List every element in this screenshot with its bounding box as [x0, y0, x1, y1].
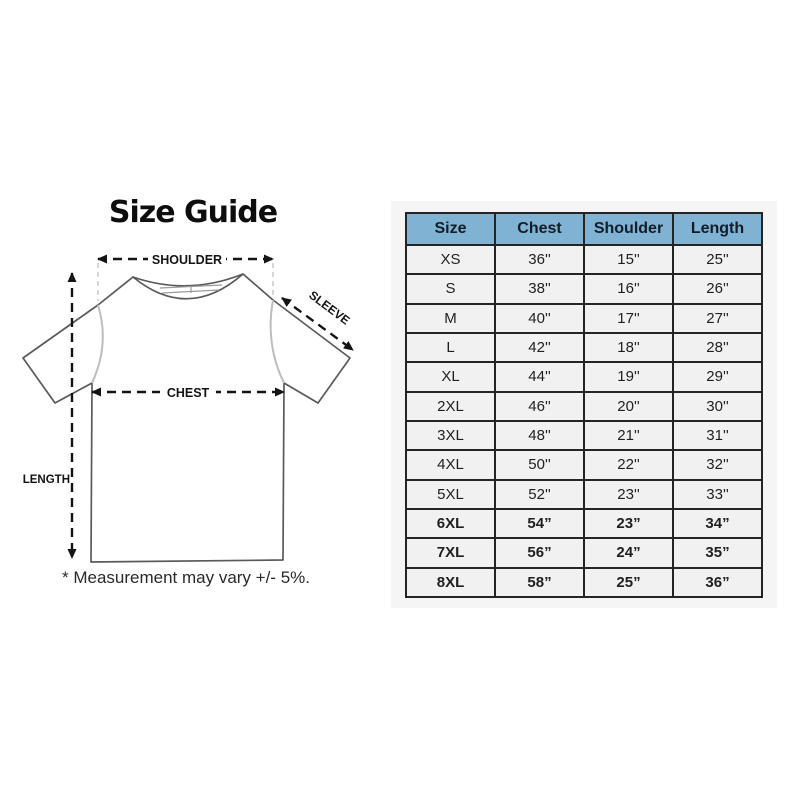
cell-chest: 44''	[494, 361, 585, 393]
cell-length: 33''	[672, 478, 763, 510]
shoulder-measure-label: SHOULDER	[152, 253, 222, 267]
cell-shoulder: 17''	[583, 302, 674, 334]
column-header-size: Size	[405, 212, 496, 246]
chest-measure-label: CHEST	[167, 386, 210, 400]
cell-chest: 40''	[494, 302, 585, 334]
column-header-shoulder: Shoulder	[583, 212, 674, 246]
collar-detail	[159, 284, 223, 294]
cell-length: 27''	[672, 302, 763, 334]
cell-chest: 48''	[494, 419, 585, 452]
table-row: L 42'' 18'' 28''	[405, 331, 763, 364]
table-row: M 40'' 17'' 27''	[405, 302, 763, 334]
cell-length: 31''	[672, 419, 763, 452]
cell-size: 6XL	[405, 507, 496, 540]
cell-chest: 38''	[494, 273, 585, 305]
cell-shoulder: 23”	[583, 507, 674, 540]
tshirt-outline	[22, 273, 351, 563]
table-row: 6XL 54” 23” 34”	[405, 507, 763, 540]
cell-length: 32''	[672, 449, 763, 481]
cell-length: 29''	[672, 361, 763, 393]
cell-size: 7XL	[405, 537, 496, 569]
cell-shoulder: 19''	[583, 361, 674, 393]
cell-size: L	[405, 331, 496, 364]
table-row: 4XL 50'' 22'' 32''	[405, 449, 763, 481]
size-table: Size Chest Shoulder Length XS 36'' 15'' 25'…	[405, 212, 763, 599]
cell-shoulder: 23''	[583, 478, 674, 510]
measurement-arrows	[67, 254, 354, 559]
header-row: Size Chest Shoulder Length	[405, 212, 763, 246]
cell-length: 36”	[672, 566, 763, 599]
cell-size: M	[405, 302, 496, 334]
length-measure-label: LENGTH	[23, 474, 70, 486]
cell-size: 4XL	[405, 449, 496, 481]
cell-size: 5XL	[405, 478, 496, 510]
cell-shoulder: 20''	[583, 390, 674, 422]
shoulder-guide-lines	[97, 263, 274, 301]
cell-shoulder: 22''	[583, 449, 674, 481]
table-row: 7XL 56” 24” 35”	[405, 537, 763, 569]
column-header-chest: Chest	[494, 212, 585, 246]
shoulder-label-chip	[148, 251, 226, 267]
cell-size: XL	[405, 361, 496, 393]
cell-shoulder: 21''	[583, 419, 674, 452]
cell-size: 3XL	[405, 419, 496, 452]
cell-chest: 54”	[494, 507, 585, 540]
cell-chest: 42''	[494, 331, 585, 364]
table-row: 8XL 58” 25” 36”	[405, 566, 763, 599]
table-row: S 38'' 16'' 26''	[405, 273, 763, 305]
table-row: XL 44'' 19'' 29''	[405, 361, 763, 393]
sleeve-measure-label: SLEEVE	[306, 288, 352, 328]
cell-shoulder: 24”	[583, 537, 674, 569]
cell-shoulder: 18''	[583, 331, 674, 364]
cell-shoulder: 15''	[583, 243, 674, 276]
cell-chest: 46''	[494, 390, 585, 422]
cell-chest: 56”	[494, 537, 585, 569]
table-row: 5XL 52'' 23'' 33''	[405, 478, 763, 510]
cell-length: 34”	[672, 507, 763, 540]
armhole-seams	[91, 299, 285, 384]
length-label-chip	[18, 471, 70, 486]
measurement-disclaimer: * Measurement may vary +/- 5%.	[61, 568, 310, 587]
cell-chest: 58”	[494, 566, 585, 599]
cell-length: 28''	[672, 331, 763, 364]
cell-size: 8XL	[405, 566, 496, 599]
cell-size: 2XL	[405, 390, 496, 422]
cell-chest: 50''	[494, 449, 585, 481]
table-row: 2XL 46'' 20'' 30''	[405, 390, 763, 422]
cell-chest: 36''	[494, 243, 585, 276]
page-title: Size Guide	[108, 195, 278, 230]
table-row: XS 36'' 15'' 25''	[405, 243, 763, 276]
tshirt-measurement-diagram: SHOULDER CHEST LENGTH SLEEVE	[18, 251, 354, 563]
cell-length: 35”	[672, 537, 763, 569]
cell-length: 25''	[672, 243, 763, 276]
cell-chest: 52''	[494, 478, 585, 510]
chest-label-chip	[160, 384, 216, 400]
table-row: 3XL 48'' 21'' 31''	[405, 419, 763, 452]
cell-length: 26''	[672, 273, 763, 305]
size-table-header: Size Chest Shoulder Length	[405, 212, 763, 246]
cell-length: 30''	[672, 390, 763, 422]
cell-size: XS	[405, 243, 496, 276]
column-header-length: Length	[672, 212, 763, 246]
cell-shoulder: 25”	[583, 566, 674, 599]
size-table-body: XS 36'' 15'' 25'' S 38'' 16'' 26'' M 40'' 17'' 27''…	[405, 243, 763, 599]
cell-shoulder: 16''	[583, 273, 674, 305]
cell-size: S	[405, 273, 496, 305]
